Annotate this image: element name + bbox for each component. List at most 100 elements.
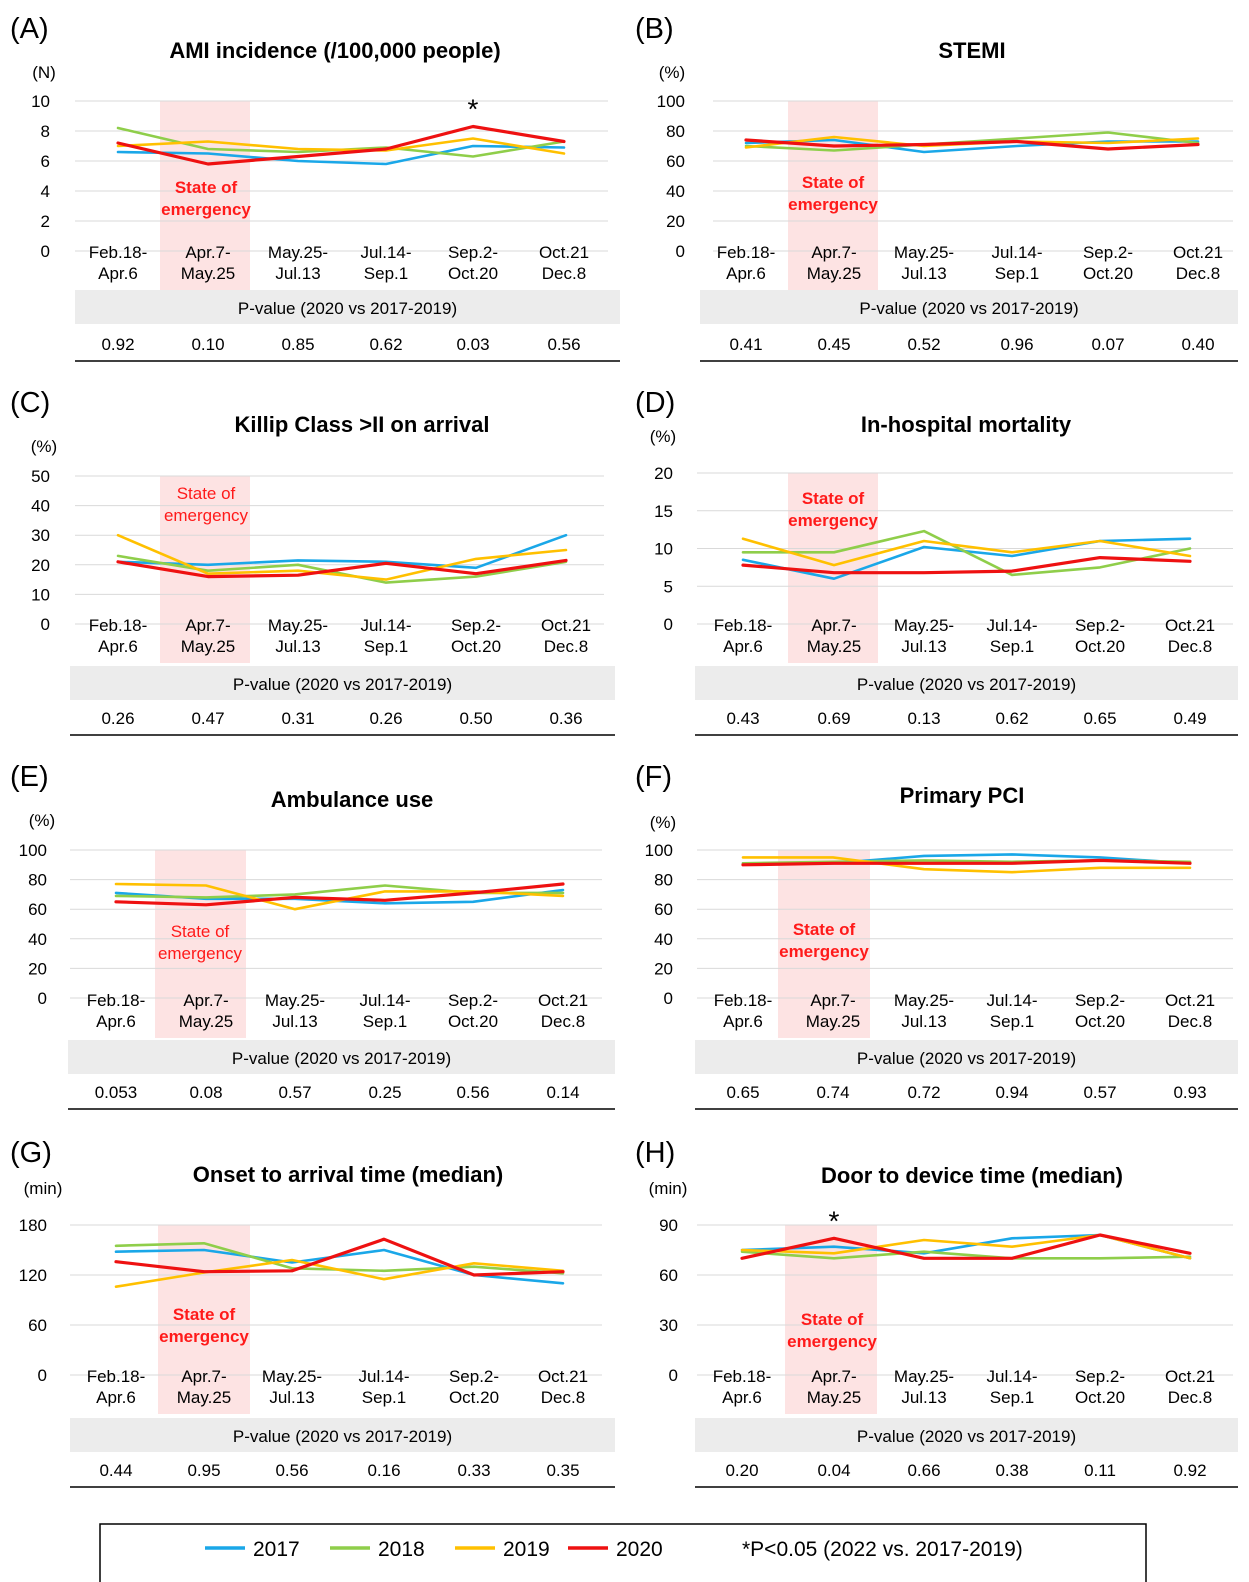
y-tick-label: 10: [31, 92, 50, 111]
state-of-emergency-band: [160, 101, 250, 290]
x-category-label: Jul.13: [269, 1388, 314, 1407]
y-tick-label: 180: [19, 1216, 47, 1235]
state-of-emergency-band: [155, 850, 246, 1038]
x-category-label: Feb.18-: [87, 1367, 146, 1386]
x-category-label: May.25-: [894, 991, 954, 1010]
x-category-label: Apr.7-: [183, 991, 228, 1010]
panel-e: 0 20 40 60 80 100 (E) Ambulance use (%) Feb.18- Ap…: [10, 761, 615, 1110]
x-category-label: Dec.8: [1168, 1012, 1212, 1031]
x-category-label: Jul.13: [901, 264, 946, 283]
x-category-label: Oct.21: [539, 243, 589, 262]
p-value: 0.053: [95, 1083, 138, 1102]
p-value: 0.74: [816, 1083, 849, 1102]
p-value: 0.40: [1181, 335, 1214, 354]
y-tick-label: 60: [28, 1316, 47, 1335]
panel-c: 0 10 20 30 40 50 (C) Killip Class >II on arriva…: [10, 387, 615, 736]
y-tick-label: 60: [28, 900, 47, 919]
panel-letter: (E): [10, 761, 49, 793]
x-category-label: Sep.2-: [448, 243, 498, 262]
y-tick-label: 80: [666, 122, 685, 141]
x-category-label: Apr.7-: [185, 243, 230, 262]
y-tick-label: 5: [664, 577, 673, 596]
panel-letter: (A): [10, 13, 49, 45]
x-category-label: Jul.14-: [360, 616, 411, 635]
state-of-emergency-label: State of: [173, 1305, 236, 1324]
chart-title: AMI incidence (/100,000 people): [169, 38, 500, 63]
x-category-label: Sep.2-: [1075, 991, 1125, 1010]
state-of-emergency-band: [158, 1225, 250, 1414]
state-of-emergency-label: State of: [171, 922, 230, 941]
p-value-header: P-value (2020 vs 2017-2019): [233, 1427, 452, 1446]
x-category-label: Jul.14-: [359, 991, 410, 1010]
p-value-header-bg: [700, 290, 1238, 324]
y-tick-label: 20: [666, 212, 685, 231]
x-category-label: May.25: [181, 637, 236, 656]
series-line-2017: [116, 533, 568, 570]
panel-letter: (G): [10, 1137, 52, 1169]
p-value: 0.26: [101, 709, 134, 728]
panel-letter: (H): [635, 1137, 675, 1169]
y-tick-label: 0: [664, 615, 673, 634]
p-value: 0.62: [995, 709, 1028, 728]
x-category-label: Oct.21: [541, 616, 591, 635]
x-category-label: Apr.7-: [810, 991, 855, 1010]
y-tick-label: 20: [654, 464, 673, 483]
series-line-2020: [114, 882, 565, 907]
y-tick-label: 0: [669, 1366, 678, 1385]
p-value: 0.20: [725, 1461, 758, 1480]
x-category-label: Jul.13: [275, 264, 320, 283]
y-tick-label: 80: [28, 871, 47, 890]
p-value: 0.95: [187, 1461, 220, 1480]
y-tick-label: 90: [659, 1216, 678, 1235]
p-value-header: P-value (2020 vs 2017-2019): [859, 299, 1078, 318]
x-category-label: Feb.18-: [89, 243, 148, 262]
state-of-emergency-label: State of: [175, 178, 238, 197]
series-line-2018: [740, 1250, 1192, 1260]
p-value: 0.16: [367, 1461, 400, 1480]
x-category-label: Jul.14-: [991, 243, 1042, 262]
x-category-label: Apr.7-: [811, 1367, 856, 1386]
x-category-label: May.25-: [894, 616, 954, 635]
x-category-label: Feb.18-: [713, 1367, 772, 1386]
series-line-2020: [744, 138, 1200, 151]
legend-label: 2018: [378, 1538, 425, 1561]
y-tick-label: 30: [659, 1316, 678, 1335]
state-of-emergency-band: [778, 850, 870, 1038]
series-line-2019: [741, 856, 1192, 874]
x-category-label: Sep.2-: [1083, 243, 1133, 262]
series-line-2020: [740, 1233, 1192, 1260]
x-category-label: Dec.8: [1168, 1388, 1212, 1407]
significance-star: *: [829, 1205, 840, 1236]
p-value: 0.08: [189, 1083, 222, 1102]
x-category-label: Jul.14-: [986, 616, 1037, 635]
y-tick-label: 30: [31, 526, 50, 545]
y-tick-label: 20: [654, 959, 673, 978]
p-value: 0.49: [1173, 709, 1206, 728]
x-category-label: Sep.1: [990, 637, 1034, 656]
chart-title: Primary PCI: [900, 783, 1025, 808]
state-of-emergency-label: emergency: [788, 511, 878, 530]
p-value: 0.50: [459, 709, 492, 728]
x-category-label: Apr.7-: [185, 616, 230, 635]
y-tick-label: 6: [41, 152, 50, 171]
y-tick-label: 0: [41, 615, 50, 634]
panel-b: 0 20 40 60 80 100 (B) STEMI (%) Feb.18- Apr.6 Apr.7…: [635, 13, 1238, 362]
x-category-label: Jul.13: [901, 637, 946, 656]
x-category-label: Oct.20: [1083, 264, 1133, 283]
x-category-label: May.25-: [268, 616, 328, 635]
panel-letter: (F): [635, 761, 672, 793]
p-value: 0.14: [546, 1083, 579, 1102]
p-value: 0.72: [907, 1083, 940, 1102]
p-value-header-bg: [68, 1040, 615, 1074]
p-value: 0.25: [368, 1083, 401, 1102]
state-of-emergency-label: emergency: [159, 1327, 249, 1346]
x-category-label: Oct.20: [1075, 637, 1125, 656]
y-tick-label: 20: [28, 959, 47, 978]
y-tick-label: 0: [664, 989, 673, 1008]
p-value: 0.93: [1173, 1083, 1206, 1102]
p-value: 0.11: [1084, 1461, 1116, 1480]
x-category-label: Feb.18-: [717, 243, 776, 262]
p-value: 0.96: [1000, 335, 1033, 354]
y-tick-label: 100: [645, 841, 673, 860]
x-category-label: Apr.7-: [811, 243, 856, 262]
